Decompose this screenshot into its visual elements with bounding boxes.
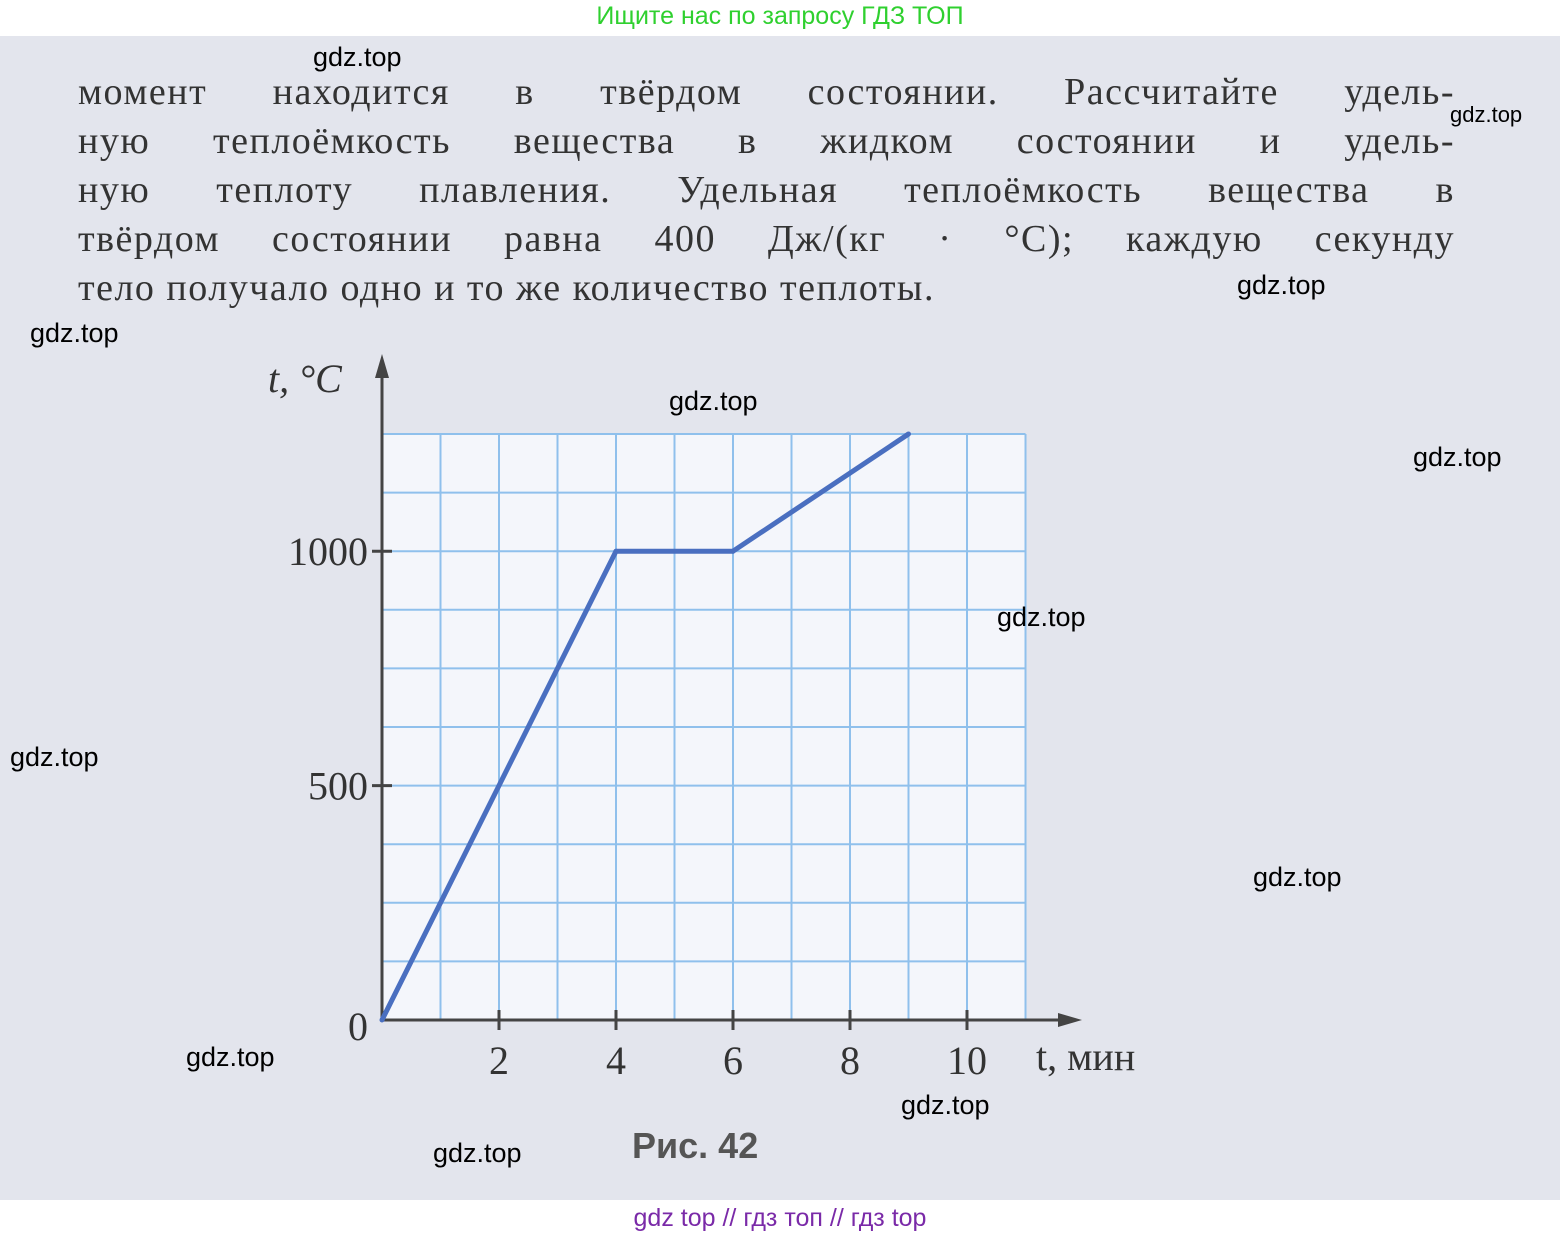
x-tick-label: 10 bbox=[947, 1038, 987, 1083]
watermark: gdz.top bbox=[1413, 442, 1502, 472]
x-axis-arrow-icon bbox=[1058, 1013, 1082, 1027]
footer-banner: gdz top // гдз топ // гдз top bbox=[0, 1200, 1560, 1237]
y-axis-label: t, °C bbox=[268, 356, 343, 401]
data-point bbox=[613, 548, 619, 554]
y-axis-arrow-icon bbox=[375, 354, 389, 378]
figure-caption: Рис. 42 bbox=[632, 1125, 758, 1166]
x-tick-label: 2 bbox=[489, 1038, 509, 1083]
ticks: 2 4 6 8 10 0 500 1000 bbox=[288, 529, 987, 1083]
x-tick-label: 8 bbox=[840, 1038, 860, 1083]
watermark: gdz.top bbox=[313, 42, 402, 72]
grid bbox=[382, 433, 1027, 1020]
y-tick-label: 500 bbox=[308, 764, 368, 809]
text-line: тело получало одно и то же количество те… bbox=[78, 267, 935, 309]
data-point bbox=[379, 1017, 385, 1023]
watermark: gdz.top bbox=[1237, 270, 1326, 300]
text-line: момент находится в твёрдом состоянии. Ра… bbox=[78, 71, 1455, 113]
watermark: gdz.top bbox=[433, 1138, 522, 1168]
watermark: gdz.top bbox=[10, 742, 99, 772]
y-tick-label: 0 bbox=[348, 1004, 368, 1049]
text-line: ную теплоёмкость вещества в жидком состо… bbox=[78, 120, 1455, 162]
watermark: gdz.top bbox=[901, 1090, 990, 1120]
x-tick-label: 6 bbox=[723, 1038, 743, 1083]
watermark: gdz.top bbox=[30, 318, 119, 348]
text-line: твёрдом состоянии равна 400 Дж/(кг · °С)… bbox=[78, 218, 1455, 260]
x-tick-label: 4 bbox=[606, 1038, 626, 1083]
header-banner: Ищите нас по запросу ГДЗ ТОП bbox=[0, 0, 1560, 36]
watermark: gdz.top bbox=[186, 1042, 275, 1072]
text-line: ную теплоту плавления. Удельная теплоёмк… bbox=[78, 169, 1455, 211]
watermark: gdz.top bbox=[1253, 862, 1342, 892]
y-tick-label: 1000 bbox=[288, 529, 368, 574]
data-point bbox=[730, 548, 736, 554]
problem-text: момент находится в твёрдом состоянии. Ра… bbox=[78, 68, 1455, 313]
watermark: gdz.top bbox=[1450, 102, 1523, 127]
axes bbox=[375, 354, 1082, 1027]
data-point bbox=[906, 431, 911, 437]
watermark: gdz.top bbox=[669, 386, 758, 416]
series-line bbox=[379, 431, 910, 1022]
x-axis-label: t, мин bbox=[1036, 1034, 1135, 1079]
watermark: gdz.top bbox=[997, 602, 1086, 632]
